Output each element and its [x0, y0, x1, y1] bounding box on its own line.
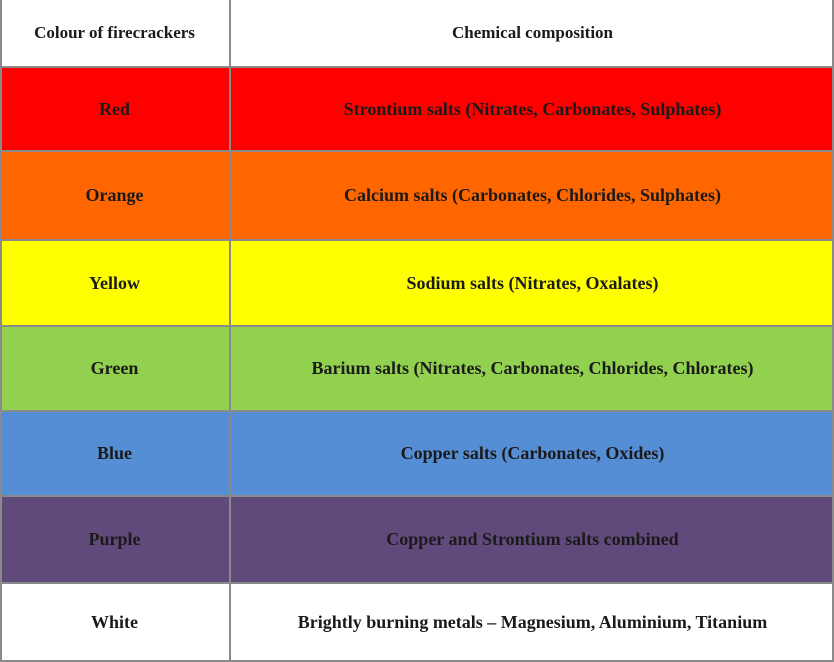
colour-cell: Yellow: [0, 241, 231, 325]
composition-cell: Sodium salts (Nitrates, Oxalates): [406, 272, 659, 293]
colour-cell: Green: [0, 327, 231, 410]
header-composition: Chemical composition: [451, 23, 614, 42]
table-row: Yellow Sodium salts (Nitrates, Oxalates): [0, 241, 834, 327]
composition-cell: Strontium salts (Nitrates, Carbonates, S…: [343, 98, 722, 119]
composition-cell: Copper salts (Carbonates, Oxides): [400, 443, 665, 463]
colour-cell: Purple: [0, 497, 231, 582]
table-header-row: Colour of firecrackers Chemical composit…: [0, 0, 834, 68]
composition-cell: Copper and Strontium salts combined: [386, 529, 679, 549]
colour-cell: Orange: [0, 152, 231, 239]
table-row: Blue Copper salts (Carbonates, Oxides): [0, 412, 834, 497]
table-left-border: [0, 0, 2, 662]
table-row: Orange Calcium salts (Carbonates, Chlori…: [0, 152, 834, 241]
composition-cell: Brightly burning metals – Magnesium, Alu…: [297, 611, 768, 632]
header-colour: Colour of firecrackers: [0, 0, 231, 66]
table-right-border: [832, 0, 834, 662]
colour-cell: White: [0, 584, 231, 660]
colour-cell: Blue: [0, 412, 231, 495]
table-row: Red Strontium salts (Nitrates, Carbonate…: [0, 68, 834, 152]
colour-cell: Red: [0, 68, 231, 150]
table-row: White Brightly burning metals – Magnesiu…: [0, 584, 834, 662]
table-row: Green Barium salts (Nitrates, Carbonates…: [0, 327, 834, 412]
composition-cell: Barium salts (Nitrates, Carbonates, Chlo…: [311, 358, 754, 378]
composition-cell: Calcium salts (Carbonates, Chlorides, Su…: [343, 185, 722, 205]
table-row: Purple Copper and Strontium salts combin…: [0, 497, 834, 584]
